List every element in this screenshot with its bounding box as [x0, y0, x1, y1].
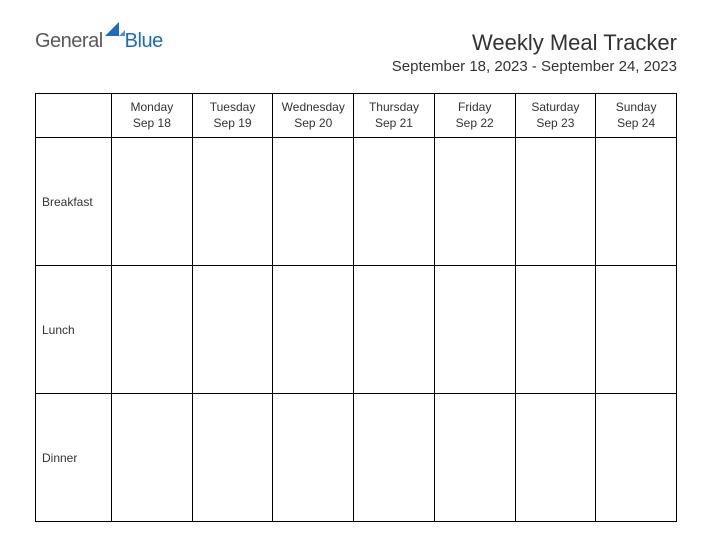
logo: General Blue — [35, 30, 163, 53]
day-date: Sep 20 — [294, 116, 332, 130]
page-title: Weekly Meal Tracker — [392, 30, 677, 56]
day-date: Sep 18 — [133, 116, 171, 130]
meal-cell[interactable] — [434, 266, 515, 394]
logo-sail-icon — [105, 21, 125, 44]
day-name: Thursday — [369, 100, 419, 114]
meal-cell[interactable] — [192, 266, 273, 394]
meal-cell[interactable] — [354, 266, 435, 394]
day-date: Sep 19 — [214, 116, 252, 130]
meal-cell[interactable] — [273, 266, 354, 394]
title-section: Weekly Meal Tracker September 18, 2023 -… — [392, 30, 677, 75]
column-header: Tuesday Sep 19 — [192, 94, 273, 138]
meal-cell[interactable] — [112, 394, 193, 522]
header: General Blue Weekly Meal Tracker Septemb… — [35, 30, 677, 75]
column-header: Wednesday Sep 20 — [273, 94, 354, 138]
day-date: Sep 21 — [375, 116, 413, 130]
day-name: Tuesday — [210, 100, 256, 114]
meal-cell[interactable] — [515, 138, 596, 266]
meal-cell[interactable] — [596, 266, 677, 394]
logo-text-blue: Blue — [125, 30, 163, 53]
meal-cell[interactable] — [112, 138, 193, 266]
table-row: Dinner — [36, 394, 677, 522]
logo-text-general: General — [35, 30, 103, 53]
meal-tracker-table: Monday Sep 18 Tuesday Sep 19 Wednesday S… — [35, 93, 677, 522]
meal-label: Lunch — [36, 266, 112, 394]
meal-cell[interactable] — [434, 138, 515, 266]
meal-cell[interactable] — [354, 394, 435, 522]
day-name: Sunday — [616, 100, 657, 114]
day-name: Saturday — [531, 100, 579, 114]
table-corner-cell — [36, 94, 112, 138]
meal-cell[interactable] — [434, 394, 515, 522]
meal-cell[interactable] — [354, 138, 435, 266]
meal-cell[interactable] — [273, 138, 354, 266]
column-header: Thursday Sep 21 — [354, 94, 435, 138]
day-date: Sep 22 — [456, 116, 494, 130]
day-name: Wednesday — [282, 100, 345, 114]
table-row: Breakfast — [36, 138, 677, 266]
meal-cell[interactable] — [596, 394, 677, 522]
meal-cell[interactable] — [192, 138, 273, 266]
day-name: Friday — [458, 100, 491, 114]
meal-label: Breakfast — [36, 138, 112, 266]
column-header: Monday Sep 18 — [112, 94, 193, 138]
table-row: Lunch — [36, 266, 677, 394]
meal-cell[interactable] — [273, 394, 354, 522]
meal-cell[interactable] — [112, 266, 193, 394]
meal-label: Dinner — [36, 394, 112, 522]
day-name: Monday — [131, 100, 174, 114]
meal-cell[interactable] — [515, 394, 596, 522]
table-header-row: Monday Sep 18 Tuesday Sep 19 Wednesday S… — [36, 94, 677, 138]
meal-cell[interactable] — [192, 394, 273, 522]
day-date: Sep 23 — [536, 116, 574, 130]
meal-cell[interactable] — [596, 138, 677, 266]
day-date: Sep 24 — [617, 116, 655, 130]
column-header: Sunday Sep 24 — [596, 94, 677, 138]
column-header: Friday Sep 22 — [434, 94, 515, 138]
meal-cell[interactable] — [515, 266, 596, 394]
column-header: Saturday Sep 23 — [515, 94, 596, 138]
date-range: September 18, 2023 - September 24, 2023 — [392, 58, 677, 75]
